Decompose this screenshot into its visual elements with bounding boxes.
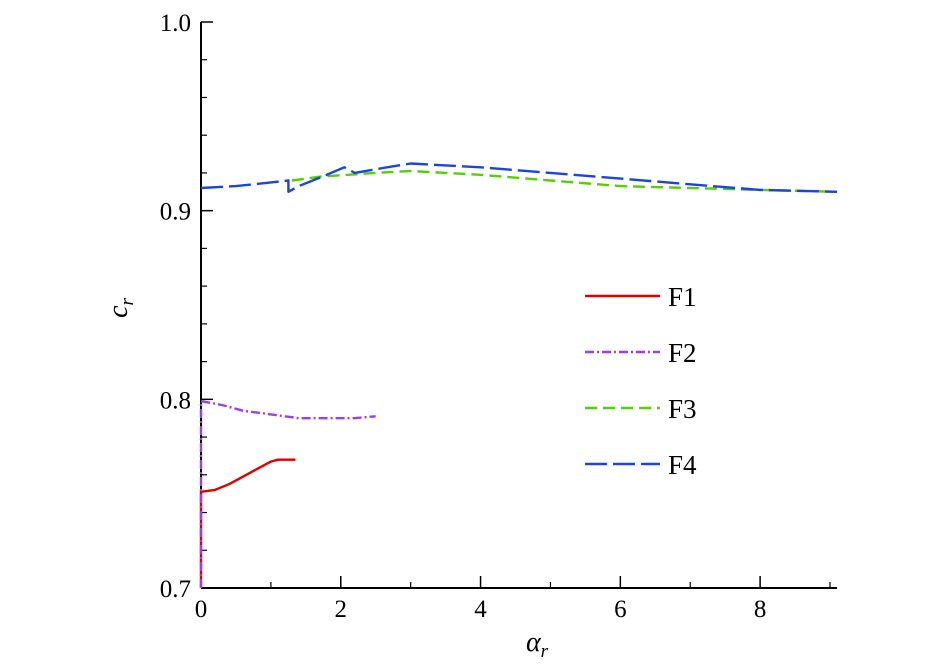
legend-label-f1: F1 bbox=[668, 282, 697, 312]
y-tick-label: 1.0 bbox=[160, 10, 191, 37]
series-line-f1 bbox=[199, 458, 296, 588]
x-tick-label: 2 bbox=[335, 596, 348, 623]
y-tick-label: 0.9 bbox=[160, 199, 191, 226]
series-line-f4 bbox=[200, 162, 838, 194]
series-line-f2 bbox=[199, 400, 376, 588]
x-tick-label: 8 bbox=[754, 596, 767, 623]
x-tick-label: 6 bbox=[614, 596, 627, 623]
y-tick-label: 0.8 bbox=[160, 387, 191, 414]
series-lines bbox=[199, 162, 838, 588]
legend: F1 F2 F3 F4 bbox=[585, 282, 697, 480]
axes: 0 2 4 6 8 0.7 0.8 0.9 1.0 αr cr bbox=[103, 10, 837, 662]
x-axis-label: αr bbox=[526, 627, 549, 662]
x-tick-label: 4 bbox=[474, 596, 487, 623]
legend-label-f3: F3 bbox=[668, 394, 697, 424]
series-line-f3 bbox=[291, 169, 838, 193]
legend-label-f2: F2 bbox=[668, 338, 697, 368]
x-tick-label: 0 bbox=[195, 596, 208, 623]
y-axis-label: cr bbox=[103, 297, 138, 317]
y-tick-label: 0.7 bbox=[160, 576, 191, 603]
legend-label-f4: F4 bbox=[668, 450, 697, 480]
